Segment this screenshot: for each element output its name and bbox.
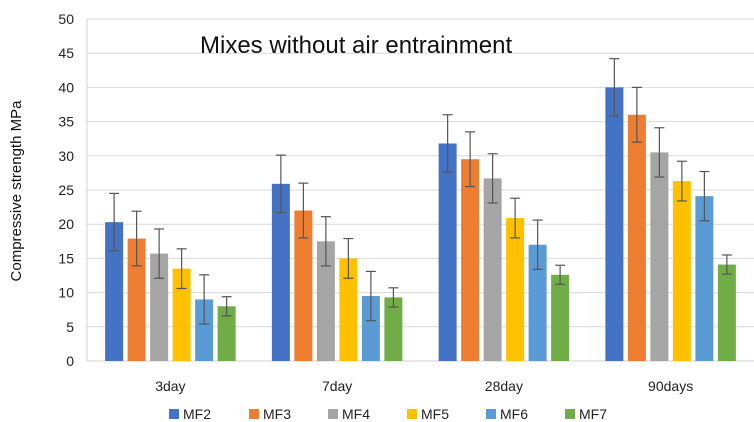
y-tick-label: 45 — [58, 45, 74, 61]
x-tick-label: 90days — [648, 378, 693, 394]
y-tick-label: 10 — [58, 285, 74, 301]
y-axis-title: Compressive strength MPa — [8, 100, 25, 282]
legend-swatch — [407, 409, 417, 419]
y-tick-label: 20 — [58, 216, 74, 232]
legend-label: MF4 — [342, 406, 370, 422]
error-bar — [487, 153, 498, 204]
bar-mf6-28day — [528, 244, 547, 361]
error-bar — [131, 210, 142, 267]
bar-mf2-90days — [605, 87, 624, 362]
error-bar — [365, 270, 376, 322]
legend-item-mf2: MF2 — [169, 406, 211, 422]
bar-mf6-90days — [695, 196, 714, 361]
legend-swatch — [565, 409, 575, 419]
error-bar — [199, 274, 210, 325]
error-bar — [510, 197, 521, 239]
bar-mf5-3day — [172, 268, 191, 361]
bar-mf3-7day — [294, 210, 313, 361]
x-tick-label: 7day — [322, 378, 352, 394]
error-bar — [609, 58, 620, 117]
error-bar — [388, 287, 399, 308]
bar-mf3-90days — [627, 114, 646, 361]
bar-mf5-28day — [506, 218, 525, 361]
y-tick-label: 50 — [58, 11, 74, 27]
error-bar — [532, 219, 543, 270]
error-bar — [298, 182, 309, 239]
y-tick-label: 0 — [66, 353, 74, 369]
error-bar — [654, 127, 665, 178]
legend-swatch — [486, 409, 496, 419]
error-bar — [176, 248, 187, 290]
bar-mf2-28day — [438, 143, 457, 361]
bar-mf6-7day — [361, 296, 380, 361]
bar-mf6-3day — [195, 299, 214, 361]
bar-mf2-7day — [271, 183, 290, 361]
y-tick-label: 30 — [58, 148, 74, 164]
error-bars — [109, 58, 732, 325]
error-bar — [676, 160, 687, 202]
bar-mf3-3day — [127, 238, 146, 361]
y-tick-label: 15 — [58, 250, 74, 266]
bar-mf7-7day — [384, 297, 403, 361]
error-bar — [343, 237, 354, 279]
bar-mf7-90days — [717, 264, 736, 361]
bar-mf7-3day — [217, 306, 236, 361]
bar-mf4-7day — [316, 241, 335, 361]
error-bar — [442, 114, 453, 173]
legend-swatch — [169, 409, 179, 419]
chart-title: Mixes without air entrainment — [200, 32, 512, 59]
legend: MF2 MF3 MF4 MF5 MF6 MF7 — [169, 406, 607, 422]
bar-mf4-28day — [483, 178, 502, 361]
bar-mf2-3day — [105, 222, 124, 361]
y-axis-ticks: 0 5 10 15 20 25 30 35 40 45 50 — [58, 11, 74, 369]
error-bar — [109, 192, 120, 252]
legend-swatch — [249, 409, 259, 419]
bar-mf7-28day — [551, 274, 570, 361]
y-tick-label: 5 — [66, 319, 74, 335]
bar-mf4-3day — [150, 253, 169, 361]
bar-mf5-90days — [672, 181, 691, 361]
x-tick-label: 3day — [155, 378, 185, 394]
legend-label: MF6 — [500, 406, 528, 422]
bar-mf5-7day — [339, 258, 358, 361]
error-bar — [465, 131, 476, 188]
x-tick-label: 28day — [485, 378, 523, 394]
y-tick-label: 40 — [58, 79, 74, 95]
legend-label: MF5 — [421, 406, 449, 422]
legend-label: MF3 — [263, 406, 291, 422]
error-bar — [320, 216, 331, 267]
error-bar — [154, 228, 165, 279]
bar-mf4-90days — [650, 152, 669, 361]
error-bar — [721, 254, 732, 275]
bar-mf3-28day — [461, 159, 480, 361]
y-tick-label: 35 — [58, 114, 74, 130]
legend-item-mf3: MF3 — [249, 406, 291, 422]
error-bar — [631, 86, 642, 143]
error-bar — [699, 170, 710, 222]
error-bar — [275, 154, 286, 214]
legend-label: MF7 — [579, 406, 607, 422]
error-bar — [221, 296, 232, 317]
legend-item-mf4: MF4 — [328, 406, 370, 422]
legend-label: MF2 — [183, 406, 211, 422]
legend-swatch — [328, 409, 338, 419]
bars — [105, 87, 736, 362]
legend-item-mf6: MF6 — [486, 406, 528, 422]
legend-item-mf5: MF5 — [407, 406, 449, 422]
y-tick-label: 25 — [58, 182, 74, 198]
legend-item-mf7: MF7 — [565, 406, 607, 422]
error-bar — [555, 264, 566, 285]
x-axis-ticks: 3day 7day 28day 90days — [155, 378, 693, 394]
